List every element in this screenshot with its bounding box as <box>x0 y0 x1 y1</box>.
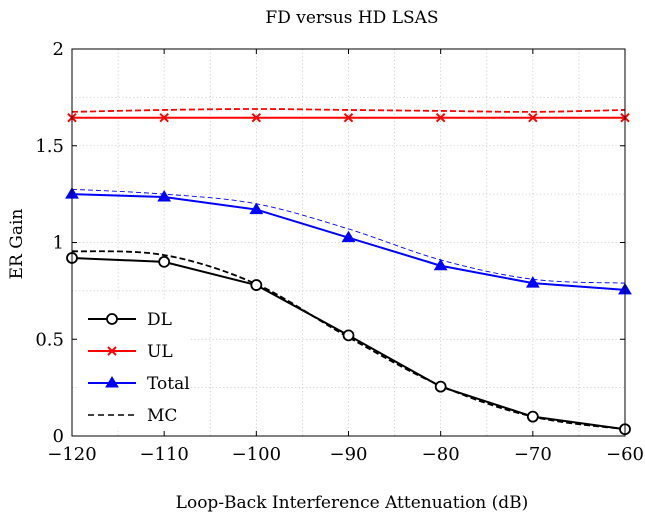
series-ul-point <box>343 112 354 123</box>
x-tick-label: −90 <box>330 444 368 465</box>
legend-label-mc: MC <box>147 406 177 426</box>
series-total-point <box>433 258 448 271</box>
x-tick-label: −80 <box>422 444 460 465</box>
y-tick-label: 0 <box>53 426 64 447</box>
legend-label-dl: DL <box>147 310 172 330</box>
series-ul-point <box>435 112 446 123</box>
y-tick-label: 2 <box>53 39 64 60</box>
series-total-point <box>157 190 172 202</box>
series-ul-point <box>251 112 262 123</box>
mc-ul-curve <box>71 108 626 113</box>
plot-frame <box>71 48 626 437</box>
x-tick-label: −60 <box>606 444 644 465</box>
series-dl-point <box>158 255 171 268</box>
axis-ticks: −120 −110 −100 −90 −80 −70 −60 0 0.5 1 1.5 2 <box>35 39 644 465</box>
x-tick-label: −100 <box>232 444 281 465</box>
chart-title: FD versus HD LSAS <box>265 8 438 28</box>
series-total-point <box>341 230 356 243</box>
series-lines <box>65 112 632 436</box>
legend-marker-dl <box>106 313 118 325</box>
y-tick-label: 1.5 <box>35 136 64 157</box>
y-tick-label: 1 <box>53 233 64 254</box>
legend: DL UL Total MC <box>79 300 191 428</box>
legend-marker-total <box>105 376 119 388</box>
legend-label-total: Total <box>147 374 190 394</box>
x-axis-label: Loop-Back Interference Attenuation (dB) <box>176 493 529 513</box>
x-tick-label: −120 <box>47 444 96 465</box>
series-dl-point <box>250 279 263 291</box>
y-axis-label: ER Gain <box>7 209 27 280</box>
series-total-point <box>249 202 264 215</box>
series-dl-point <box>342 329 355 342</box>
y-tick-label: 0.5 <box>35 329 64 350</box>
legend-label-ul: UL <box>147 342 173 362</box>
x-tick-label: −110 <box>139 444 188 465</box>
series-dl-point <box>434 380 447 393</box>
series-ul-point <box>159 112 169 123</box>
series-ul-point <box>528 112 538 123</box>
x-tick-label: −70 <box>514 444 552 465</box>
legend-box <box>79 300 191 428</box>
legend-marker-ul <box>107 346 117 356</box>
series-dl-point <box>526 410 539 423</box>
series-total-point <box>525 276 540 288</box>
